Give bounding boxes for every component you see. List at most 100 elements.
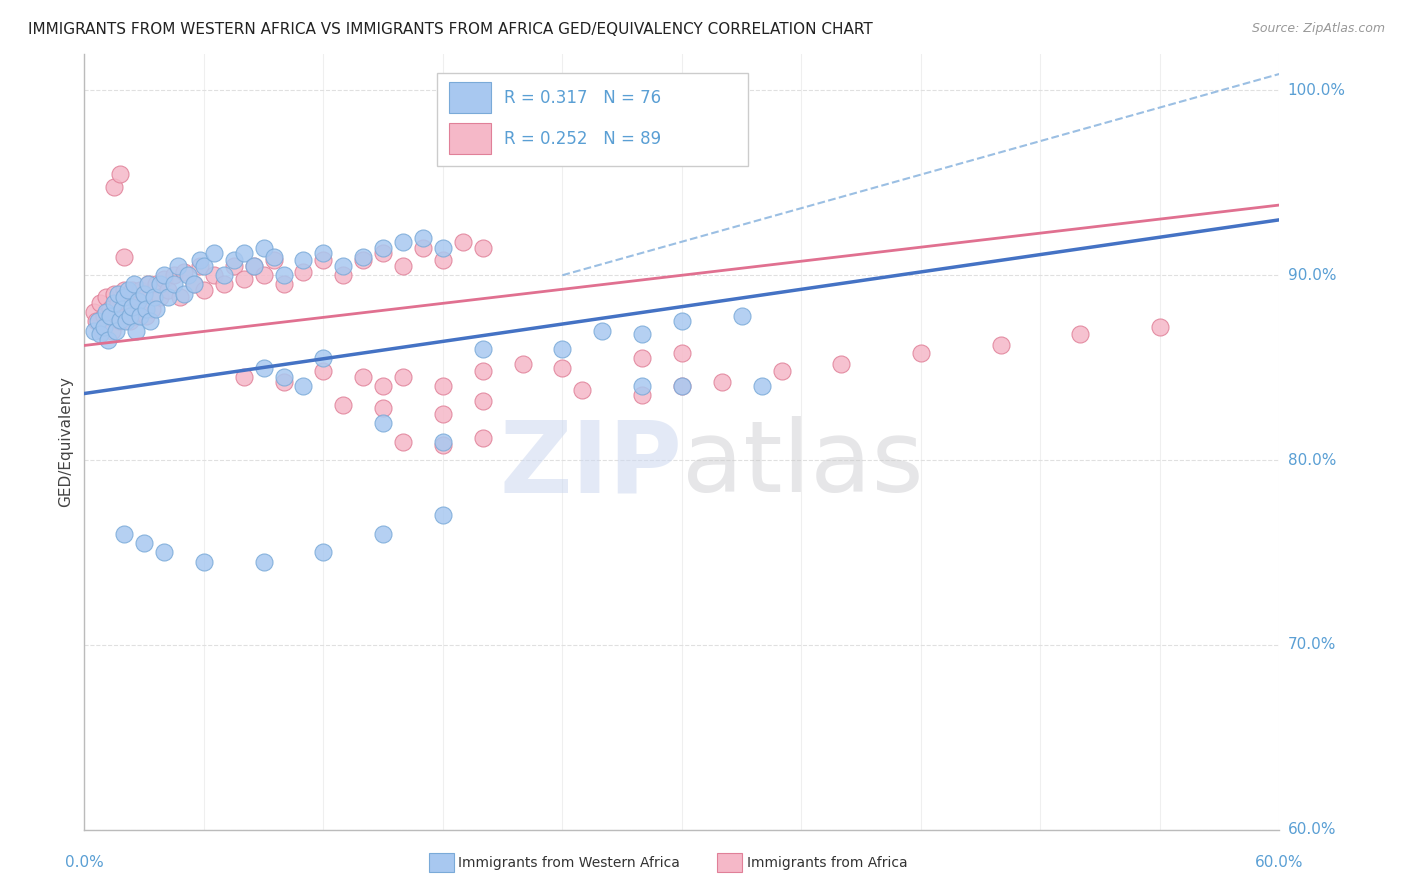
Point: [97, 314, 120, 328]
Point: [253, 360, 276, 375]
Point: [135, 309, 157, 323]
Point: [471, 393, 494, 408]
Point: [273, 376, 295, 390]
Point: [263, 250, 285, 264]
Point: [373, 527, 395, 541]
Point: [512, 357, 534, 371]
Point: [373, 401, 395, 416]
Point: [103, 286, 125, 301]
Text: 60.0%: 60.0%: [1256, 855, 1303, 870]
Point: [253, 555, 276, 569]
Point: [129, 309, 152, 323]
Point: [93, 320, 115, 334]
Point: [98, 309, 121, 323]
Point: [710, 376, 733, 390]
Point: [312, 246, 335, 260]
Text: 0.0%: 0.0%: [65, 855, 104, 870]
Point: [143, 290, 166, 304]
Point: [117, 296, 139, 310]
Point: [731, 309, 754, 323]
Point: [153, 272, 176, 286]
Point: [121, 283, 143, 297]
Point: [107, 286, 129, 301]
Point: [551, 360, 574, 375]
Point: [631, 388, 654, 402]
Point: [183, 277, 205, 292]
Point: [97, 333, 120, 347]
Point: [232, 272, 254, 286]
Point: [83, 324, 105, 338]
Point: [373, 379, 395, 393]
Point: [125, 296, 148, 310]
Point: [110, 167, 132, 181]
Point: [910, 346, 932, 360]
Point: [471, 342, 494, 356]
Point: [96, 305, 118, 319]
Point: [127, 305, 149, 319]
Text: Immigrants from Africa: Immigrants from Africa: [747, 855, 907, 870]
Point: [631, 351, 654, 366]
Text: R = 0.252   N = 89: R = 0.252 N = 89: [503, 130, 661, 148]
FancyBboxPatch shape: [449, 82, 491, 113]
Point: [110, 314, 132, 328]
Point: [163, 277, 186, 292]
Point: [132, 286, 156, 301]
Text: ZIP: ZIP: [499, 417, 682, 513]
Point: [120, 314, 142, 328]
Point: [202, 268, 225, 283]
Point: [193, 259, 215, 273]
Y-axis label: GED/Equivalency: GED/Equivalency: [58, 376, 73, 507]
Point: [111, 305, 134, 319]
Point: [183, 277, 205, 292]
Point: [312, 351, 335, 366]
Point: [273, 370, 295, 384]
Point: [392, 235, 415, 249]
Point: [169, 290, 191, 304]
Point: [107, 296, 129, 310]
Point: [96, 290, 118, 304]
Point: [451, 235, 474, 249]
Point: [89, 296, 111, 310]
Point: [149, 290, 172, 304]
Point: [332, 398, 354, 412]
Point: [412, 240, 434, 255]
Point: [770, 364, 793, 378]
Point: [432, 438, 454, 452]
Point: [93, 309, 115, 323]
Point: [671, 314, 693, 328]
Point: [1069, 327, 1091, 342]
Point: [551, 342, 574, 356]
Point: [392, 434, 415, 449]
Point: [136, 277, 159, 292]
Point: [232, 370, 254, 384]
Point: [112, 290, 135, 304]
Point: [121, 300, 143, 314]
Point: [111, 301, 134, 316]
Point: [352, 250, 374, 264]
Point: [98, 301, 121, 316]
Point: [242, 259, 264, 273]
Point: [392, 259, 415, 273]
Point: [253, 240, 276, 255]
Point: [412, 231, 434, 245]
Point: [127, 294, 149, 309]
Point: [139, 314, 162, 328]
Text: 100.0%: 100.0%: [1288, 83, 1346, 98]
Text: 90.0%: 90.0%: [1288, 268, 1336, 283]
Point: [471, 431, 494, 445]
Point: [153, 545, 176, 559]
Point: [671, 379, 693, 393]
Point: [312, 253, 335, 268]
Point: [292, 264, 315, 278]
Point: [571, 383, 593, 397]
Point: [193, 555, 215, 569]
Point: [263, 253, 285, 268]
Point: [332, 268, 354, 283]
Point: [273, 268, 295, 283]
Point: [1149, 320, 1171, 334]
Point: [117, 283, 139, 297]
Point: [830, 357, 852, 371]
Point: [292, 379, 315, 393]
FancyBboxPatch shape: [437, 73, 748, 166]
Point: [145, 277, 167, 292]
